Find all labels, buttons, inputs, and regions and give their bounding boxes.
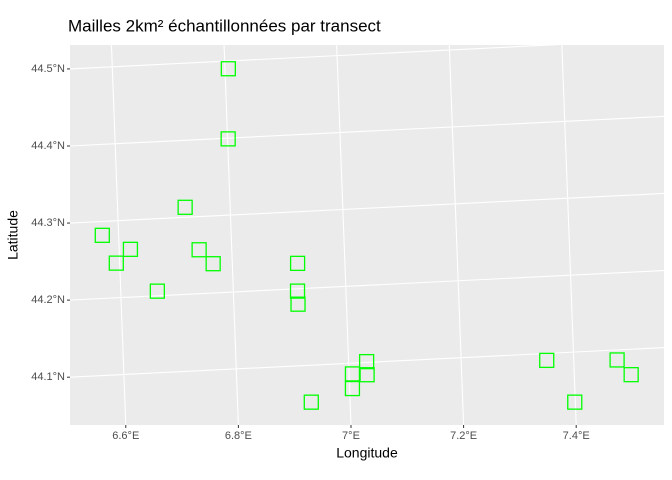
grid-cell xyxy=(289,255,306,272)
y-tick-label: 44.1°N xyxy=(31,371,65,383)
y-tick-label: 44.2°N xyxy=(31,294,65,306)
grid-cell xyxy=(94,227,110,243)
grid-cell xyxy=(567,394,583,410)
grid-line xyxy=(70,269,664,301)
grid-line xyxy=(561,45,577,425)
x-axis-label: Longitude xyxy=(336,445,398,461)
points xyxy=(94,61,639,410)
grid-line xyxy=(70,115,664,147)
grid-cell xyxy=(358,353,375,370)
y-axis-label: Latitude xyxy=(5,210,21,260)
y-tick-label: 44.5°N xyxy=(31,63,65,75)
grid-cell xyxy=(289,283,306,299)
grid-cell xyxy=(220,61,236,77)
grid-cell xyxy=(344,380,361,397)
grid-cell xyxy=(359,367,375,383)
grid-line xyxy=(70,347,664,378)
grid-cell xyxy=(108,255,124,271)
grid-cell xyxy=(122,241,139,257)
panel xyxy=(70,45,664,425)
grid-cell xyxy=(303,394,319,410)
grid-cell xyxy=(177,199,193,215)
grid-cell xyxy=(539,352,555,369)
x-tick-label: 6.8°E xyxy=(225,430,252,442)
y-tick-label: 44.4°N xyxy=(31,140,65,152)
grid-cell xyxy=(623,367,639,383)
x-tick-label: 7.2°E xyxy=(450,430,477,442)
grid-line xyxy=(70,192,664,224)
grid-cell xyxy=(609,352,625,368)
grid-cell xyxy=(220,131,236,147)
y-tick-label: 44.3°N xyxy=(31,217,65,229)
x-tick-label: 7°E xyxy=(342,430,360,442)
grid-cell xyxy=(205,256,221,272)
x-tick-label: 7.4°E xyxy=(563,430,590,442)
grid-cell xyxy=(290,296,306,312)
x-tick-label: 6.6°E xyxy=(112,430,139,442)
grid-line xyxy=(448,45,465,425)
grid-cell xyxy=(191,242,207,258)
chart-title: Mailles 2km² échantillonnées par transec… xyxy=(68,16,381,35)
grid-cell xyxy=(149,283,165,299)
grid-line xyxy=(110,45,127,425)
grid-line xyxy=(336,45,352,425)
grid-line xyxy=(223,45,239,425)
grid-line xyxy=(70,45,562,70)
